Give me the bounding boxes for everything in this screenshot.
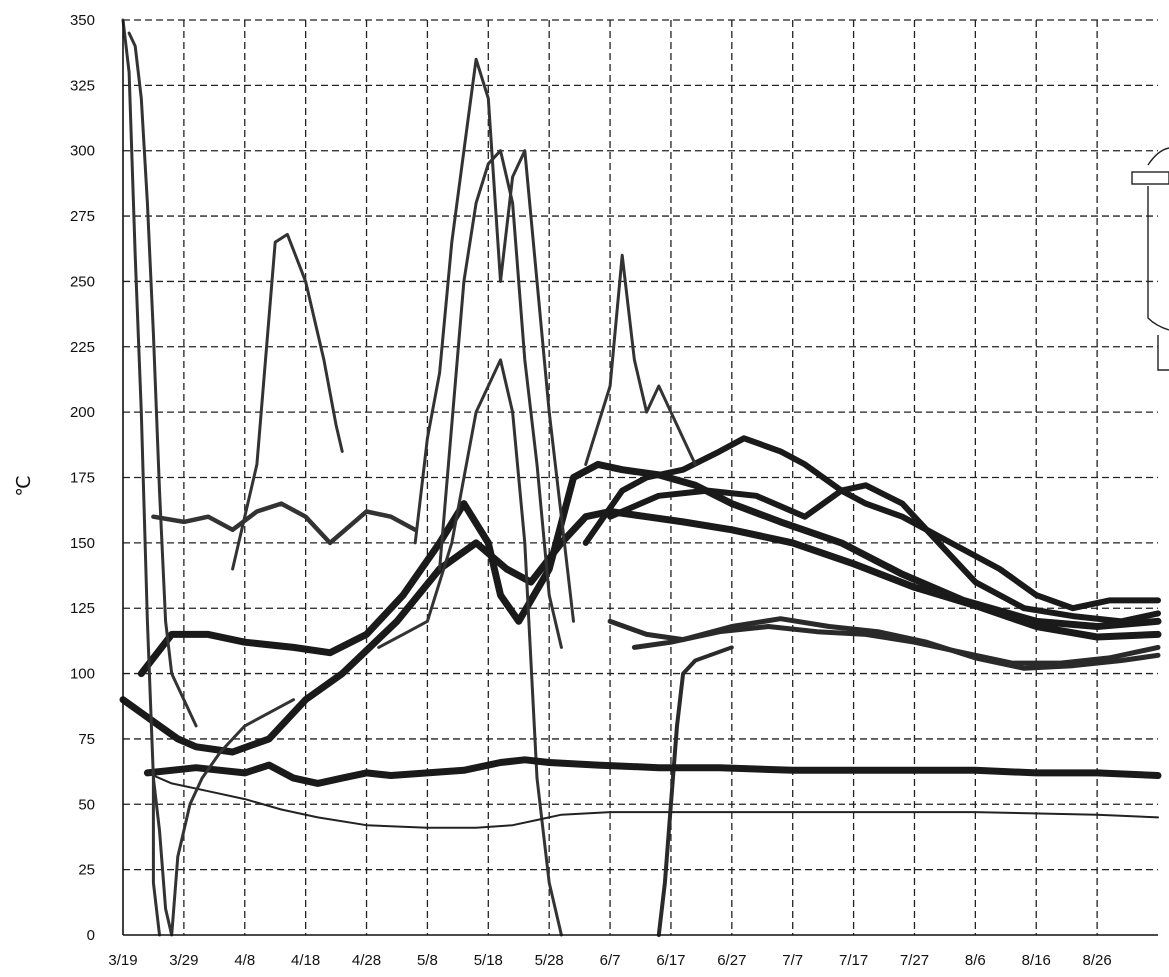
series-line-13 xyxy=(656,645,734,937)
series-line-18 xyxy=(151,698,295,937)
y-tick-label: 25 xyxy=(78,862,95,879)
vessel-outline-icon xyxy=(1131,147,1169,371)
x-tick-label: 4/28 xyxy=(352,952,381,969)
y-axis-label: ℃ xyxy=(13,475,35,496)
x-tick-label: 5/28 xyxy=(535,952,564,969)
series-line-2 xyxy=(137,460,1162,678)
x-tick-label: 8/6 xyxy=(965,952,986,969)
y-tick-label: 250 xyxy=(70,273,95,290)
series-layer xyxy=(119,18,1162,937)
x-tick-label: 7/17 xyxy=(839,952,868,969)
x-tick-label: 7/7 xyxy=(782,952,803,969)
y-tick-label: 50 xyxy=(78,796,95,813)
series-line-1 xyxy=(119,508,1162,756)
x-tick-label: 8/16 xyxy=(1022,952,1051,969)
y-tick-label: 275 xyxy=(70,208,95,225)
series-line-10 xyxy=(438,149,563,649)
series-line-17 xyxy=(127,31,198,728)
y-tick-label: 75 xyxy=(78,731,95,748)
x-tick-label: 8/26 xyxy=(1083,952,1112,969)
series-line-15 xyxy=(146,771,1159,829)
series-line-7 xyxy=(151,501,418,546)
x-tick-label: 3/29 xyxy=(169,952,198,969)
series-line-11 xyxy=(377,358,563,937)
series-line-12 xyxy=(584,253,697,466)
y-tick-label: 300 xyxy=(70,143,95,160)
x-tick-label: 6/7 xyxy=(600,952,621,969)
y-tick-label: 100 xyxy=(70,666,95,683)
y-tick-label: 0 xyxy=(87,927,95,944)
x-tick-label: 3/19 xyxy=(108,952,137,969)
axes xyxy=(122,20,1158,936)
y-tick-label: 225 xyxy=(70,339,95,356)
x-tick-label: 7/27 xyxy=(900,952,929,969)
x-tick-label: 6/27 xyxy=(717,952,746,969)
y-tick-label: 125 xyxy=(70,600,95,617)
y-tick-label: 200 xyxy=(70,404,95,421)
series-line-14 xyxy=(143,756,1162,787)
series-line-4 xyxy=(607,482,1161,625)
series-line-9 xyxy=(413,57,575,623)
series-line-6 xyxy=(631,624,1161,666)
x-tick-label: 4/18 xyxy=(291,952,320,969)
x-tick-label: 5/8 xyxy=(417,952,438,969)
x-tick-label: 5/18 xyxy=(474,952,503,969)
y-tick-label: 325 xyxy=(70,77,95,94)
x-tick-labels: 3/19 3/29 4/8 4/18 4/28 5/8 5/18 5/28 6/7 6/17 6/2… xyxy=(108,952,1111,969)
y-tick-labels: 0 25 50 75 100 125 150 175 200 225 250 275 300 325 350 xyxy=(70,12,95,944)
y-tick-label: 150 xyxy=(70,535,95,552)
y-tick-label: 350 xyxy=(70,12,95,29)
series-line-16 xyxy=(121,18,161,937)
x-tick-label: 4/8 xyxy=(234,952,255,969)
x-tick-label: 6/17 xyxy=(656,952,685,969)
series-line-8 xyxy=(231,232,344,571)
y-tick-label: 175 xyxy=(70,470,95,487)
